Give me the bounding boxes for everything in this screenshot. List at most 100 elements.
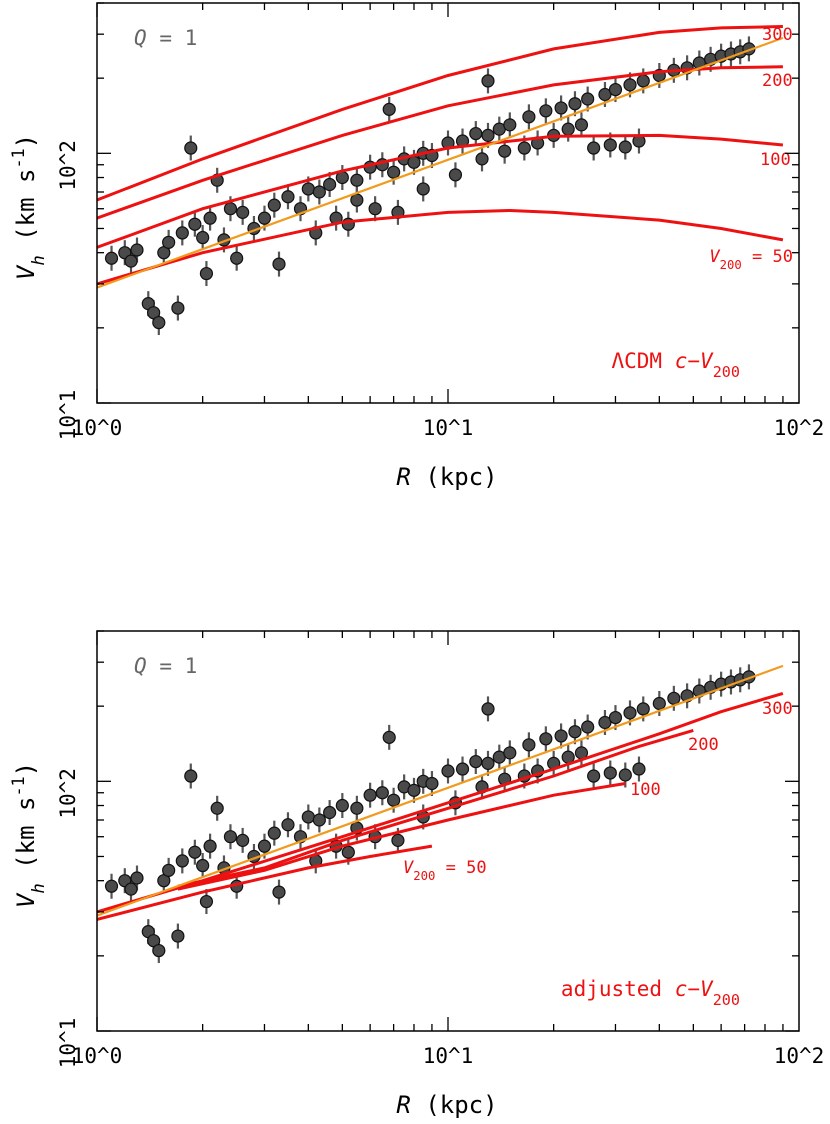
data-point [481, 128, 495, 142]
data-point [130, 871, 144, 885]
data-point [175, 226, 189, 240]
data-point [574, 118, 589, 132]
x-tick-label: 10^2 [774, 416, 825, 440]
data-point [171, 929, 185, 943]
data-point [481, 702, 495, 716]
data-point [104, 879, 119, 893]
y-tick-label: 10^2 [56, 140, 80, 191]
data-point [350, 193, 364, 207]
data-point [368, 202, 382, 216]
data-point [199, 894, 214, 909]
data-point [272, 257, 286, 271]
data-point [382, 102, 396, 116]
data-point [130, 243, 144, 257]
data-point [152, 943, 166, 958]
data-point [335, 798, 349, 813]
curve-label: 100 [630, 780, 661, 800]
curve-label: 200 [688, 735, 719, 755]
data-point [184, 769, 198, 783]
model-curve-3 [97, 208, 784, 286]
data-point [522, 110, 536, 124]
x-tick-label: 10^0 [72, 416, 123, 440]
data-point [210, 801, 224, 815]
ticks [96, 2, 799, 404]
data-point [267, 198, 281, 212]
data-point [188, 845, 202, 859]
data-point [603, 138, 617, 152]
y-tick-label: 10^2 [56, 768, 80, 819]
data-point [196, 858, 210, 873]
data-point [587, 141, 601, 155]
model-curve-2 [97, 133, 784, 249]
data-points [104, 36, 756, 336]
data-point [230, 251, 244, 265]
data-point [623, 78, 637, 92]
data-point [568, 725, 582, 739]
y-tick-label: 10^1 [56, 1018, 80, 1069]
data-point [618, 768, 632, 782]
curve-label: V200 = 50 [403, 858, 487, 883]
panel-annotation: ΛCDM c−V200 [612, 349, 741, 381]
data-point [223, 830, 238, 844]
panel-label: Q = 1 [134, 654, 197, 678]
curve-label: 300 [762, 25, 793, 45]
data-point [652, 696, 666, 711]
data-point [632, 762, 646, 776]
data-point [441, 764, 455, 778]
data-point [199, 266, 214, 281]
data-point [498, 144, 512, 158]
panel-annotation: adjusted c−V200 [561, 977, 740, 1009]
curve-label: 100 [760, 150, 791, 170]
data-point [608, 710, 623, 725]
curve-label: V200 = 50 [709, 247, 793, 272]
data-point [312, 813, 326, 827]
data-point [608, 82, 623, 97]
model-curve-1 [177, 728, 694, 888]
data-point [561, 122, 575, 136]
data-point [152, 315, 166, 330]
x-axis-label: R (kpc) [396, 463, 497, 491]
data-point [281, 818, 295, 832]
data-point [581, 720, 595, 734]
x-tick-label: 10^1 [423, 416, 474, 440]
data-point [387, 165, 401, 179]
data-point [623, 706, 637, 720]
data-point [375, 786, 389, 800]
data-point [236, 833, 250, 847]
x-tick-label: 10^0 [72, 1044, 123, 1068]
x-tick-label: 10^2 [774, 1044, 825, 1068]
data-point [407, 783, 421, 797]
data-point [236, 205, 250, 219]
curve-label: 200 [762, 71, 793, 91]
data-point [323, 805, 337, 820]
data-point [323, 177, 337, 192]
data-point [184, 141, 198, 155]
data-point [363, 788, 377, 802]
x-tick-label: 10^1 [423, 1044, 474, 1068]
data-point [503, 118, 517, 132]
model-curve-3 [97, 844, 433, 921]
data-point [124, 882, 138, 896]
data-point [162, 235, 176, 249]
data-point [104, 251, 119, 265]
data-point [196, 230, 210, 245]
data-point [425, 776, 439, 791]
data-point [257, 211, 272, 225]
panel-label: Q = 1 [134, 26, 197, 50]
data-point [475, 152, 489, 166]
data-point [350, 801, 364, 815]
data-point [341, 845, 355, 859]
data-point [554, 101, 568, 115]
data-point [481, 756, 495, 770]
data-point [301, 182, 315, 196]
curve-label: 300 [762, 699, 793, 719]
data-point [618, 140, 632, 154]
data-point [350, 173, 364, 187]
data-point [598, 87, 612, 102]
data-point [223, 202, 238, 216]
ticks [96, 630, 799, 1032]
data-point [281, 190, 295, 204]
y-axis-label: Vh (km s-1) [8, 134, 49, 280]
data-point [267, 826, 281, 840]
